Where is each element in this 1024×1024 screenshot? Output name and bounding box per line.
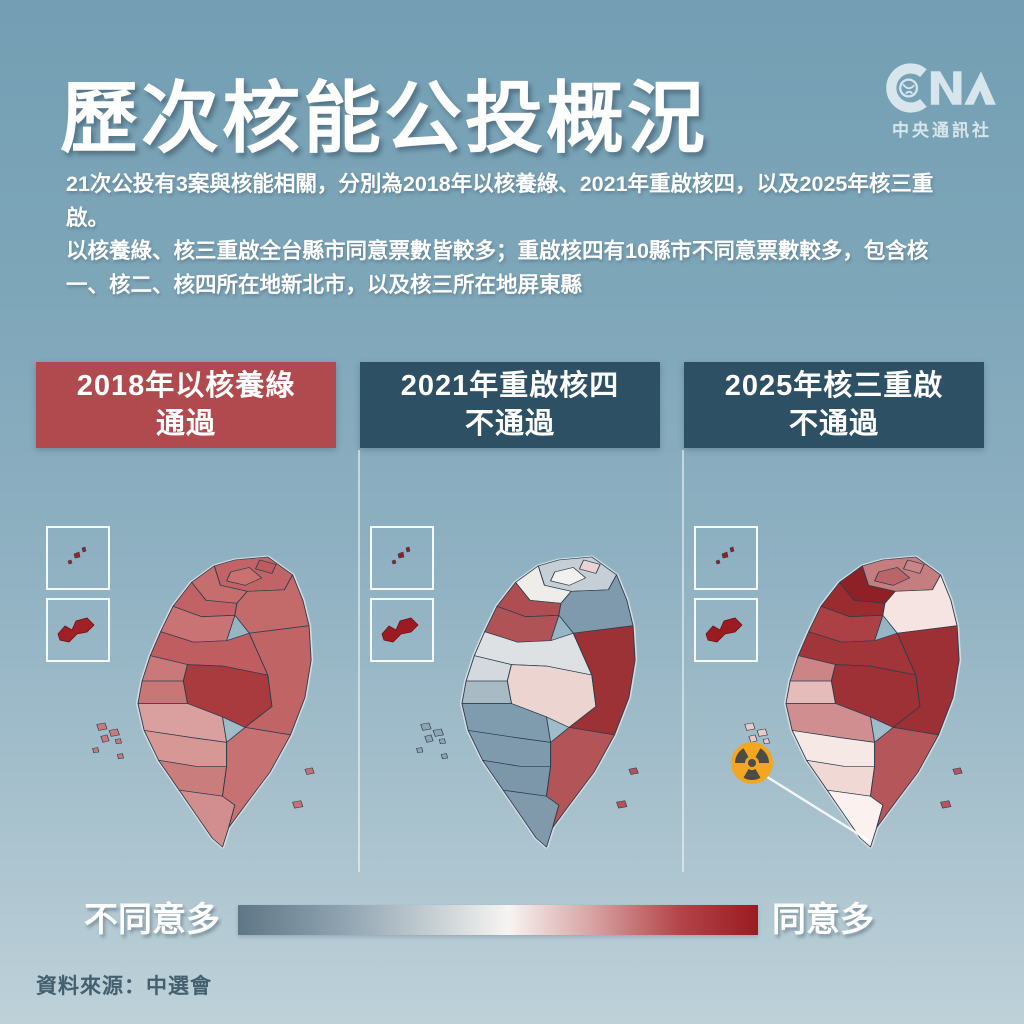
kinmen-island	[57, 617, 95, 643]
panel-2018-result: 通過	[155, 408, 216, 440]
panel-divider	[358, 450, 360, 872]
kinmen-island	[381, 617, 419, 643]
taiwan-map-2021	[416, 555, 639, 849]
panel-2021-header: 2021年重啟核四 不通過	[360, 362, 660, 448]
panel-2018-title: 2018年以核養綠	[76, 369, 296, 402]
callout-line	[763, 773, 869, 842]
legend-label-agree: 同意多	[772, 901, 874, 939]
taiwan-map-2018	[92, 555, 315, 849]
intro-text: 21次公投有3案與核能相關，分別為2018年以核養綠、2021年重啟核四，以及2…	[66, 168, 968, 302]
matsu-islands	[67, 546, 87, 565]
cna-logo-icon	[886, 63, 996, 113]
cna-logo-text: 中央通訊社	[892, 121, 992, 140]
legend-gradient-bar	[238, 905, 758, 935]
kinmen-island	[705, 617, 743, 643]
source-credit: 資料來源：中選會	[36, 975, 212, 998]
panel-divider	[682, 450, 684, 872]
intro-line-2: 以核養綠、核三重啟全台縣市同意票數皆較多；重啟核四有10縣市不同意票數較多，包含…	[66, 239, 929, 297]
page-title: 歷次核能公投概況	[60, 74, 709, 162]
panel-2025-result: 不通過	[788, 408, 879, 440]
matsu-inset-box	[694, 526, 758, 590]
kinmen-inset-box	[694, 598, 758, 662]
panel-2021: 2021年重啟核四 不通過	[360, 362, 660, 887]
panel-2021-title: 2021年重啟核四	[400, 369, 620, 402]
kinmen-inset-box	[46, 598, 110, 662]
matsu-inset-box	[46, 526, 110, 590]
matsu-inset-box	[370, 526, 434, 590]
panel-2018-header: 2018年以核養綠 通過	[36, 362, 336, 448]
radiation-trefoil	[733, 747, 771, 780]
panel-2025-header: 2025年核三重啟 不通過	[684, 362, 984, 448]
legend-label-disagree: 不同意多	[84, 901, 220, 939]
panel-2025-title: 2025年核三重啟	[724, 369, 944, 402]
matsu-islands	[715, 546, 735, 565]
kinmen-inset-box	[370, 598, 434, 662]
panel-2021-result: 不通過	[464, 408, 555, 440]
cna-logo: 中央通訊社	[880, 62, 1004, 141]
matsu-islands	[391, 546, 411, 565]
radiation-callout	[731, 742, 869, 842]
panel-2018: 2018年以核養綠 通過	[36, 362, 336, 887]
intro-line-1: 21次公投有3案與核能相關，分別為2018年以核養綠、2021年重啟核四，以及2…	[66, 172, 934, 230]
